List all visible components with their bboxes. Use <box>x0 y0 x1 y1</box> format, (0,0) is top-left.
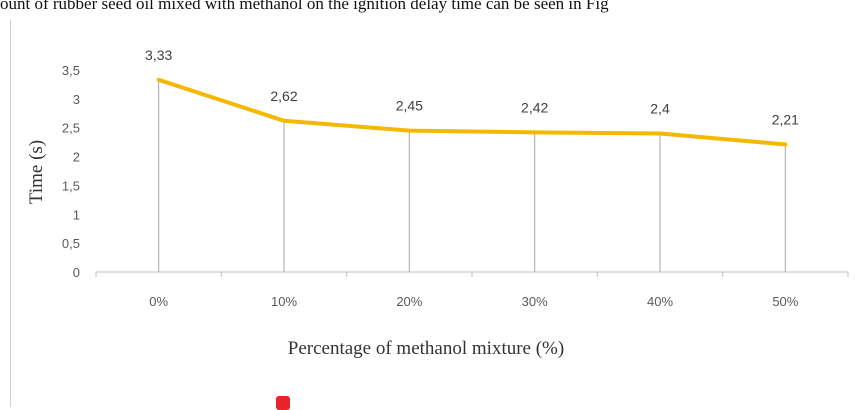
red-legend-marker <box>276 396 290 410</box>
series-line <box>156 77 788 147</box>
y-tick-label: 1 <box>73 207 80 222</box>
x-tick-label: 0% <box>149 294 168 309</box>
data-label: 2,62 <box>270 88 297 104</box>
y-tick-label: 0 <box>73 265 80 280</box>
x-tick-label: 50% <box>772 294 798 309</box>
x-tick-label: 10% <box>271 294 297 309</box>
data-label: 3,33 <box>145 47 172 63</box>
data-label: 2,4 <box>650 100 670 116</box>
y-tick-label: 3 <box>73 92 80 107</box>
data-label: 2,21 <box>772 111 799 127</box>
x-tick-label: 40% <box>647 294 673 309</box>
y-axis-title: Time (s) <box>26 140 47 204</box>
y-tick-label: 2,5 <box>62 121 80 136</box>
caption-text: ount of rubber seed oil mixed with metha… <box>0 0 609 13</box>
x-tick-label: 30% <box>522 294 548 309</box>
series-group <box>156 77 788 147</box>
labels-group: 3,33 2,62 2,45 2,42 2,4 2,21 <box>145 47 799 128</box>
x-axis-title: Percentage of methanol mixture (%) <box>288 338 564 359</box>
data-label: 2,45 <box>396 98 423 114</box>
x-tick-label: 20% <box>396 294 422 309</box>
data-label: 2,42 <box>521 99 548 115</box>
axes-group: 0 0,5 1 1,5 2 2,5 3 3,5 0% 10% 20% 30% 40% 50% <box>62 63 849 309</box>
drop-lines-group <box>158 79 786 272</box>
y-tick-label: 3,5 <box>62 63 80 78</box>
y-tick-label: 0,5 <box>62 236 80 251</box>
y-tick-label: 2 <box>73 150 80 165</box>
left-border-line <box>10 20 11 407</box>
y-tick-label: 1,5 <box>62 178 80 193</box>
